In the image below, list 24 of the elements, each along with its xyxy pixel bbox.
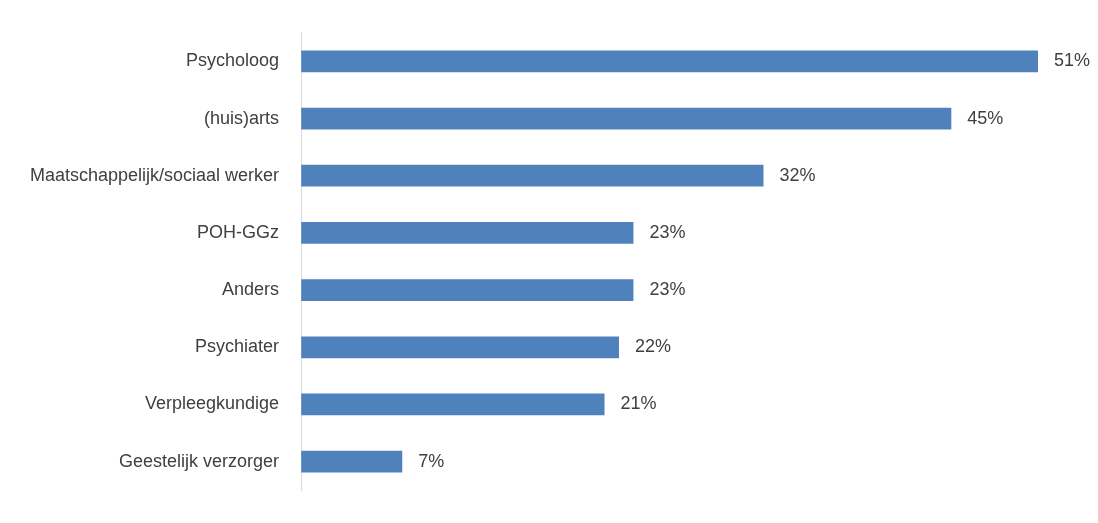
bar [301,164,764,187]
data-label: 32% [779,164,816,185]
data-label: 51% [1054,50,1091,71]
data-label: 22% [634,336,672,357]
data-label: 23% [649,279,686,300]
data-label: 21% [620,393,657,414]
bar [301,336,619,359]
y-tick-label: Psycholoog [186,50,280,71]
y-tick-label: Psychiater [195,336,280,357]
data-label: 7% [418,450,445,471]
data-label: 45% [967,107,1004,128]
y-tick-label: Geestelijk verzorger [119,450,280,471]
y-tick-label: (huis)arts [204,107,280,128]
data-label: 23% [649,221,686,242]
y-tick-label: Anders [222,279,280,300]
bar [301,393,605,416]
bar [301,222,634,244]
y-tick-label: POH-GGz [197,221,280,242]
bar [301,450,403,473]
y-tick-label: Verpleegkundige [144,393,280,414]
bar [301,279,634,301]
bar [301,50,1038,73]
y-tick-label: Maatschappelijk/sociaal werker [30,164,280,185]
bar [301,107,952,130]
